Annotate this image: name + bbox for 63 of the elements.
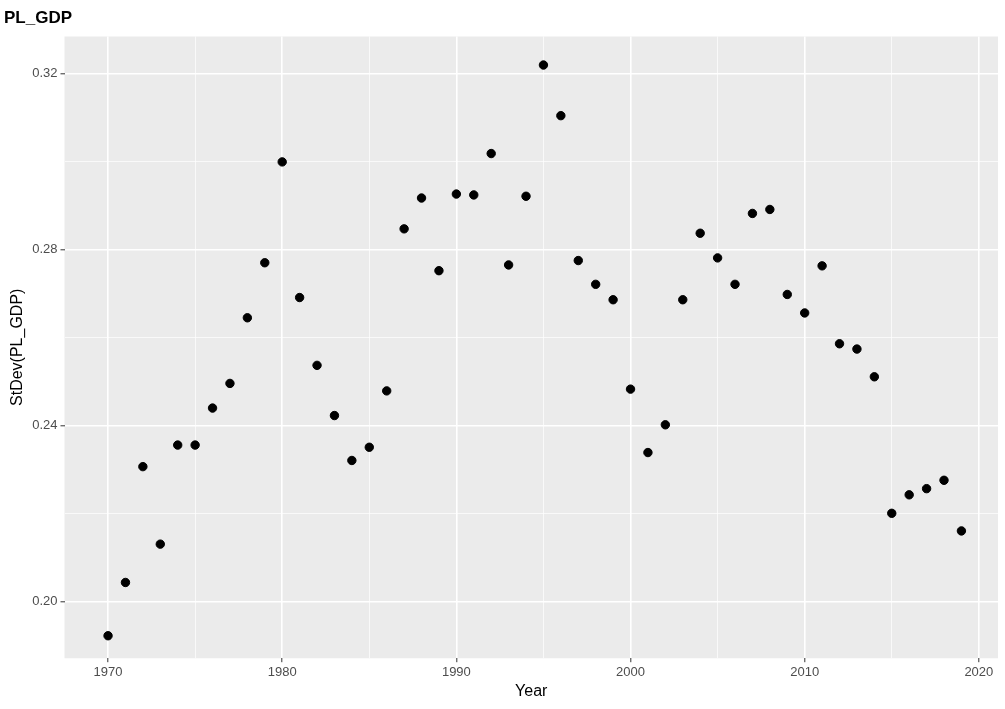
point [538, 60, 549, 70]
point [799, 308, 810, 318]
point [242, 313, 253, 323]
point [416, 193, 427, 203]
point [643, 447, 653, 458]
point [956, 526, 967, 536]
point [120, 577, 131, 588]
point [503, 260, 514, 270]
point [190, 440, 200, 450]
point [869, 372, 880, 382]
point [260, 258, 270, 268]
point [817, 261, 827, 271]
point [887, 508, 897, 519]
point [730, 279, 740, 290]
point [225, 378, 235, 389]
point [939, 475, 949, 485]
y-tick-label: 0.32 [32, 64, 58, 80]
point [834, 339, 845, 349]
point [678, 295, 688, 305]
point [173, 440, 183, 450]
point [277, 157, 287, 167]
x-tick-label: 2020 [964, 663, 994, 679]
y-tick-label: 0.20 [32, 593, 58, 609]
point [521, 191, 531, 201]
x-tick-label: 2010 [790, 663, 820, 679]
point [921, 483, 932, 494]
point [451, 189, 462, 199]
point [782, 289, 792, 300]
point [852, 344, 862, 354]
point [660, 420, 671, 430]
chart-title: PL_GDP [4, 7, 73, 27]
point [486, 148, 496, 159]
point [904, 490, 914, 500]
point [469, 190, 479, 200]
point [382, 386, 392, 396]
point [155, 539, 165, 549]
point [312, 360, 322, 371]
point [747, 208, 758, 219]
x-axis-title: Year [515, 681, 549, 699]
point [590, 279, 601, 290]
point [347, 455, 357, 466]
point [434, 265, 444, 276]
point [573, 255, 583, 266]
point [207, 403, 218, 413]
x-tick-label: 1990 [441, 663, 471, 679]
point [364, 442, 374, 452]
point [294, 292, 305, 303]
y-axis-title: StDev(PL_GDP) [8, 288, 27, 406]
point [556, 110, 566, 121]
point [625, 384, 636, 394]
y-tick-label: 0.28 [32, 241, 58, 257]
x-tick-label: 2000 [616, 663, 645, 679]
point [765, 204, 775, 215]
x-tick-label: 1980 [267, 663, 297, 679]
y-tick-label: 0.24 [32, 417, 58, 433]
x-tick-label: 1970 [93, 663, 123, 679]
point [138, 461, 148, 472]
point [608, 295, 618, 305]
point [399, 224, 409, 234]
point [695, 228, 705, 238]
point [712, 253, 723, 263]
point [329, 410, 340, 421]
point [103, 631, 113, 641]
